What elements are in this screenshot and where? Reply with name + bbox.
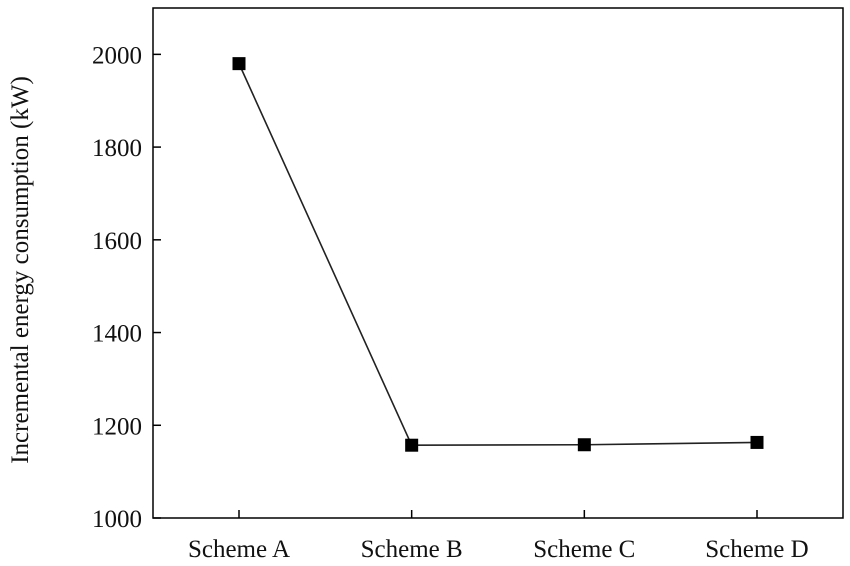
data-point-marker — [405, 438, 419, 452]
series-layer — [232, 57, 764, 452]
y-tick-label: 1400 — [92, 321, 142, 348]
y-tick-label: 2000 — [92, 42, 142, 69]
y-axis-ticks: 1000 1200 1400 1600 1800 2000 — [92, 42, 161, 533]
data-point-marker — [232, 57, 246, 71]
x-tick-label: Scheme C — [533, 536, 635, 563]
y-axis-title: Incremental energy consumption (kW) — [7, 76, 34, 464]
data-point-marker — [577, 438, 591, 452]
y-tick-label: 1200 — [92, 413, 142, 440]
x-tick-label: Scheme A — [188, 536, 290, 563]
x-axis-ticks: Scheme A Scheme B Scheme C Scheme D — [188, 510, 809, 563]
x-tick-label: Scheme B — [361, 536, 463, 563]
data-point-marker — [750, 435, 764, 449]
plot-frame — [152, 7, 844, 519]
series-line — [238, 63, 758, 447]
y-tick-label: 1800 — [92, 135, 142, 162]
x-tick-label: Scheme D — [705, 536, 808, 563]
y-tick-label: 1600 — [92, 228, 142, 255]
y-tick-label: 1000 — [92, 506, 142, 533]
plot-border — [152, 7, 844, 519]
